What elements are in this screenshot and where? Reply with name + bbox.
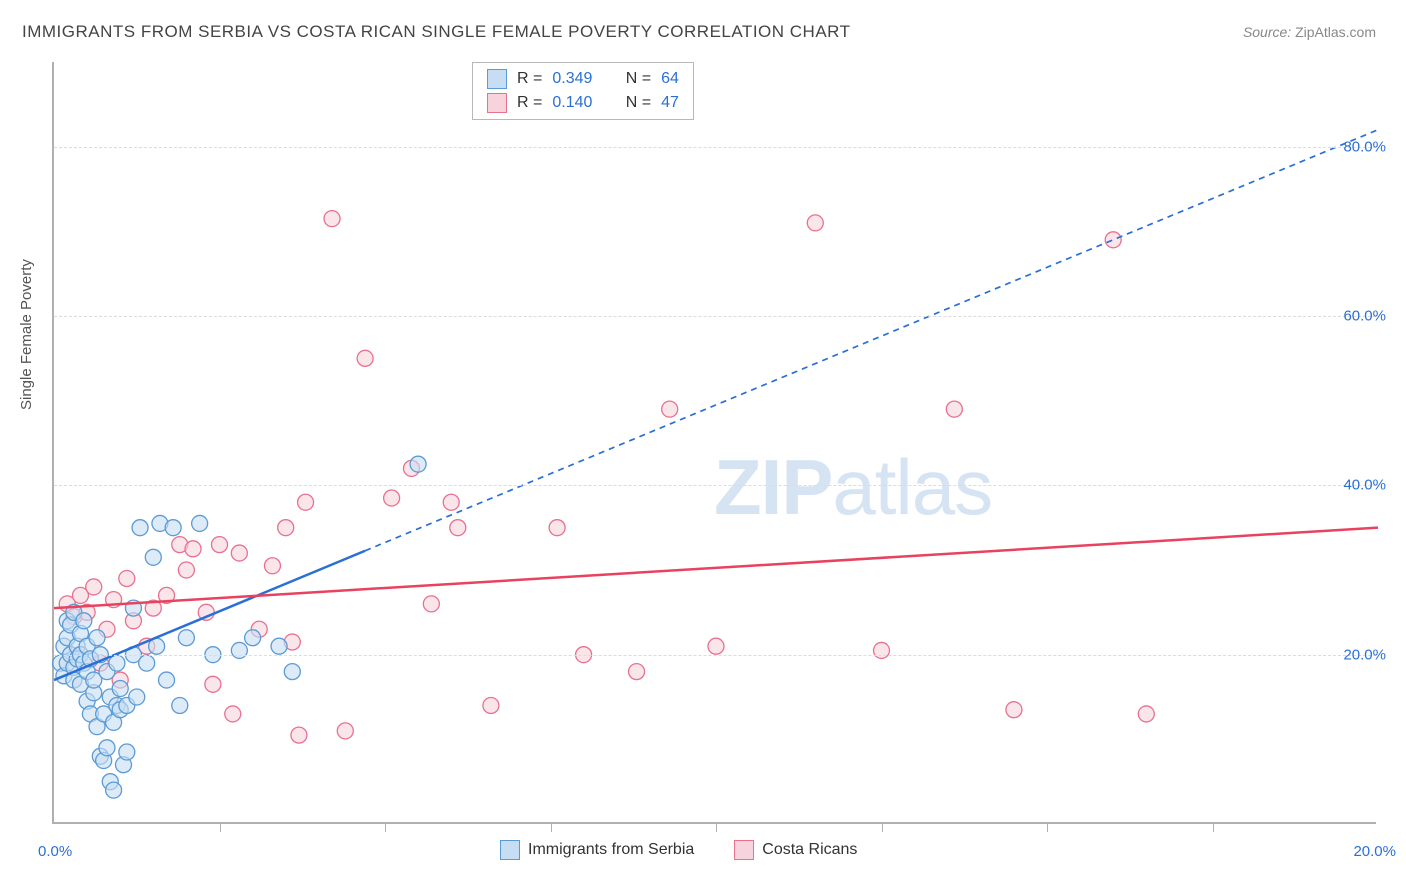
scatter-point-costa_rica: [708, 638, 724, 654]
scatter-point-costa_rica: [86, 579, 102, 595]
scatter-point-serbia: [112, 681, 128, 697]
legend-swatch-costa_rica: [734, 840, 754, 860]
scatter-point-serbia: [192, 515, 208, 531]
scatter-point-costa_rica: [225, 706, 241, 722]
scatter-point-costa_rica: [1105, 232, 1121, 248]
scatter-point-serbia: [139, 655, 155, 671]
source-label: Source:: [1243, 24, 1291, 40]
scatter-point-serbia: [132, 520, 148, 536]
y-tick-label: 40.0%: [1343, 477, 1386, 494]
legend-swatch-serbia: [500, 840, 520, 860]
scatter-point-serbia: [245, 630, 261, 646]
scatter-point-costa_rica: [178, 562, 194, 578]
gridline-h: [54, 147, 1376, 148]
scatter-point-costa_rica: [662, 401, 678, 417]
legend-item-serbia: Immigrants from Serbia: [500, 840, 694, 860]
scatter-point-serbia: [145, 549, 161, 565]
y-tick-label: 60.0%: [1343, 308, 1386, 325]
plot-area: ZIPatlas: [52, 62, 1376, 824]
scatter-point-costa_rica: [298, 494, 314, 510]
scatter-point-costa_rica: [629, 664, 645, 680]
scatter-point-serbia: [284, 664, 300, 680]
n-value-serbia: 64: [661, 70, 679, 88]
scatter-point-serbia: [159, 672, 175, 688]
r-value-serbia: 0.349: [552, 70, 592, 88]
r-label: R =: [517, 70, 542, 88]
scatter-point-costa_rica: [549, 520, 565, 536]
scatter-point-costa_rica: [1138, 706, 1154, 722]
gridline-h: [54, 485, 1376, 486]
x-tick: [551, 822, 552, 832]
chart-title: IMMIGRANTS FROM SERBIA VS COSTA RICAN SI…: [22, 22, 851, 42]
scatter-point-serbia: [119, 744, 135, 760]
scatter-point-serbia: [231, 642, 247, 658]
scatter-point-costa_rica: [1006, 702, 1022, 718]
x-tick: [1047, 822, 1048, 832]
r-label: R =: [517, 94, 542, 112]
r-value-costa_rica: 0.140: [552, 94, 592, 112]
scatter-point-serbia: [165, 520, 181, 536]
legend-item-costa_rica: Costa Ricans: [734, 840, 857, 860]
n-label: N =: [626, 70, 651, 88]
bottom-legend: Immigrants from Serbia Costa Ricans: [500, 840, 857, 860]
scatter-point-serbia: [89, 630, 105, 646]
scatter-point-costa_rica: [231, 545, 247, 561]
scatter-point-serbia: [99, 740, 115, 756]
scatter-point-costa_rica: [443, 494, 459, 510]
n-value-costa_rica: 47: [661, 94, 679, 112]
gridline-h: [54, 655, 1376, 656]
x-axis-max-label: 20.0%: [1353, 843, 1396, 860]
scatter-point-costa_rica: [205, 676, 221, 692]
scatter-point-serbia: [271, 638, 287, 654]
scatter-point-costa_rica: [212, 537, 228, 553]
x-axis-min-label: 0.0%: [38, 843, 72, 860]
gridline-h: [54, 316, 1376, 317]
scatter-point-serbia: [129, 689, 145, 705]
scatter-point-costa_rica: [324, 211, 340, 227]
scatter-point-serbia: [106, 782, 122, 798]
swatch-serbia: [487, 69, 507, 89]
source-value: ZipAtlas.com: [1295, 24, 1376, 40]
trend-line-costa_rica: [54, 528, 1378, 608]
y-axis-label: Single Female Poverty: [18, 259, 35, 410]
n-label: N =: [626, 94, 651, 112]
chart-svg: [54, 62, 1376, 822]
scatter-point-costa_rica: [185, 541, 201, 557]
stats-row-costa_rica: R = 0.140 N = 47: [473, 91, 693, 115]
scatter-point-costa_rica: [357, 350, 373, 366]
x-tick: [716, 822, 717, 832]
y-tick-label: 20.0%: [1343, 646, 1386, 663]
x-tick: [220, 822, 221, 832]
scatter-point-costa_rica: [337, 723, 353, 739]
swatch-costa_rica: [487, 93, 507, 113]
scatter-point-costa_rica: [278, 520, 294, 536]
scatter-point-costa_rica: [384, 490, 400, 506]
scatter-point-costa_rica: [119, 570, 135, 586]
legend-label-serbia: Immigrants from Serbia: [528, 841, 694, 859]
scatter-point-costa_rica: [423, 596, 439, 612]
stats-legend: R = 0.349 N = 64R = 0.140 N = 47: [472, 62, 694, 120]
x-tick: [1213, 822, 1214, 832]
scatter-point-serbia: [178, 630, 194, 646]
scatter-point-serbia: [410, 456, 426, 472]
scatter-point-costa_rica: [450, 520, 466, 536]
stats-row-serbia: R = 0.349 N = 64: [473, 67, 693, 91]
source-attribution: Source: ZipAtlas.com: [1243, 24, 1376, 40]
x-tick: [385, 822, 386, 832]
scatter-point-serbia: [76, 613, 92, 629]
scatter-point-costa_rica: [874, 642, 890, 658]
y-tick-label: 80.0%: [1343, 138, 1386, 155]
scatter-point-costa_rica: [807, 215, 823, 231]
trend-line-dashed-serbia: [365, 130, 1378, 551]
scatter-point-costa_rica: [946, 401, 962, 417]
x-tick: [882, 822, 883, 832]
scatter-point-serbia: [172, 697, 188, 713]
legend-label-costa_rica: Costa Ricans: [762, 841, 857, 859]
scatter-point-costa_rica: [291, 727, 307, 743]
scatter-point-costa_rica: [483, 697, 499, 713]
scatter-point-costa_rica: [264, 558, 280, 574]
